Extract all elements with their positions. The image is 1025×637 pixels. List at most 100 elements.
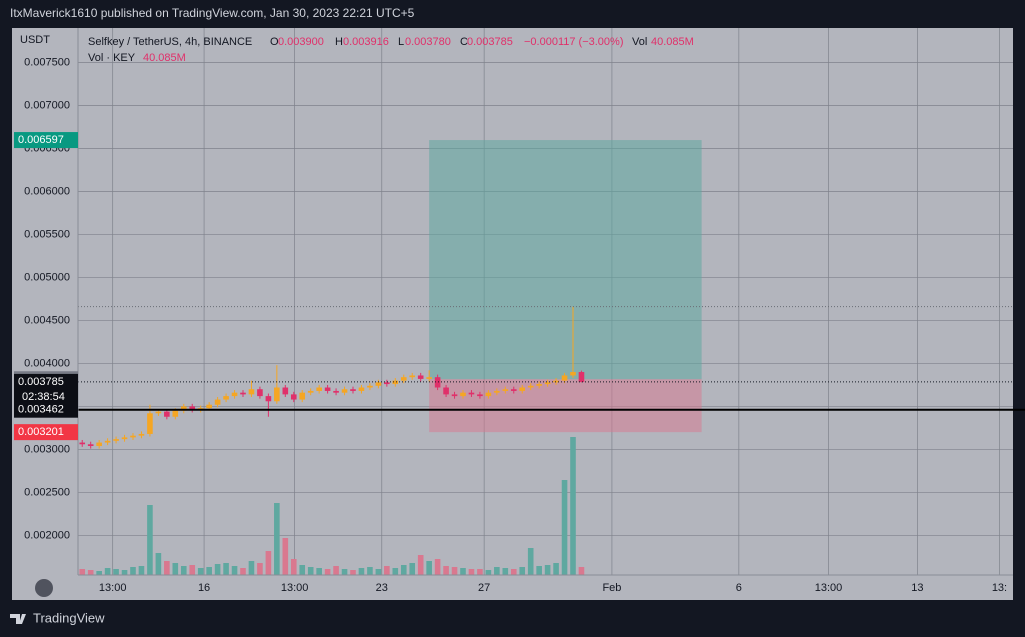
candle-body	[578, 372, 585, 382]
volume-bar	[214, 564, 221, 575]
stop-badge	[14, 424, 78, 441]
candle-body	[553, 380, 559, 383]
x-tick-label: 13:00	[99, 582, 127, 594]
legend-symbol: Selfkey / TetherUS, 4h, BINANCE	[88, 36, 252, 48]
candle-body	[527, 385, 534, 388]
volume-bar	[299, 565, 306, 575]
volume-bar	[384, 566, 390, 575]
currency: USDT	[20, 34, 50, 46]
volume-bar	[561, 480, 568, 575]
volume-bar	[510, 569, 517, 575]
volume-bar	[502, 568, 509, 575]
candle-body	[104, 440, 111, 443]
volume-bar	[367, 567, 373, 575]
candle-body	[544, 382, 551, 385]
volume-bar	[121, 570, 128, 575]
candle-body	[341, 389, 348, 393]
candle-body	[307, 390, 314, 393]
candle-body	[147, 413, 153, 434]
candle-body	[333, 390, 339, 393]
volume-bar	[248, 561, 255, 575]
candle-body	[570, 372, 576, 376]
candle-body	[282, 387, 289, 395]
x-tick-label: 13:00	[281, 582, 309, 594]
candle-body	[519, 387, 526, 391]
volume-bar	[417, 555, 424, 575]
candle-body	[536, 384, 542, 386]
volume-bar	[307, 567, 314, 575]
volume-bar	[426, 561, 432, 575]
candle-body	[231, 392, 238, 397]
candle-body	[477, 394, 483, 397]
legend-value: 40.085M	[651, 36, 694, 48]
candle-body	[358, 387, 365, 391]
volume-bar	[494, 567, 500, 575]
volume-bar	[290, 559, 297, 575]
legend-value: 0.003780	[405, 36, 451, 48]
target-badge	[14, 132, 78, 149]
volume-bar	[265, 551, 272, 575]
candle-body	[206, 404, 212, 409]
candle-body	[417, 375, 424, 379]
x-tick-label: 13:00	[815, 582, 843, 594]
y-tick-label: 0.002000	[24, 529, 70, 541]
volume-bar	[197, 568, 204, 575]
x-tick-label: 23	[376, 582, 388, 594]
candle-body	[400, 377, 407, 381]
candle-body	[257, 389, 263, 397]
candle-body	[172, 410, 179, 417]
volume-legend: Vol · KEY 40.085M	[88, 52, 186, 64]
legend-key: L	[398, 36, 404, 48]
legend-key: Vol · KEY	[88, 52, 136, 64]
candle-body	[409, 375, 416, 378]
stop-badge-label: 0.003201	[18, 426, 64, 438]
candle-body	[367, 385, 373, 388]
candle-body	[375, 382, 382, 386]
target-badge-label: 0.006597	[18, 134, 64, 146]
volume-bar	[113, 569, 119, 575]
candle-body	[214, 399, 221, 405]
x-tick-label: 27	[478, 582, 490, 594]
candle-body	[155, 411, 162, 414]
candle-body	[164, 411, 170, 417]
volume-bar	[172, 563, 179, 575]
x-tick-label: Feb	[602, 582, 621, 594]
countdown: 02:38:54	[22, 391, 65, 403]
volume-bar	[544, 565, 551, 575]
volume-bar	[409, 563, 416, 575]
candle-body	[392, 380, 399, 385]
candle-body	[350, 389, 356, 391]
volume-bar	[341, 569, 348, 575]
volume-bar	[477, 569, 483, 575]
volume-bar	[104, 568, 111, 575]
y-tick-label: 0.007500	[24, 56, 70, 68]
volume-bar	[460, 568, 466, 575]
candle-body	[316, 387, 322, 391]
volume-bar	[375, 569, 382, 575]
legend-value: 0.003785	[467, 36, 513, 48]
candle-body	[274, 387, 280, 402]
x-tick-label: 6	[736, 582, 742, 594]
candle-body	[130, 435, 136, 438]
volume-bar	[147, 505, 153, 575]
volume-bar	[333, 566, 339, 575]
volume-bar	[485, 570, 492, 575]
candle-body	[443, 387, 449, 395]
candle-body	[189, 406, 196, 410]
candle-body	[248, 389, 255, 395]
volume-bar	[206, 567, 212, 575]
volume-bar	[231, 566, 238, 575]
volume-bar	[316, 568, 322, 575]
volume-bar	[578, 566, 585, 575]
volume-bar	[189, 565, 196, 575]
settings-icon[interactable]	[35, 579, 53, 597]
y-tick-label: 0.004000	[24, 357, 70, 369]
legend: Selfkey / TetherUS, 4h, BINANCE O 0.0039…	[88, 36, 694, 48]
volume-bar	[536, 566, 542, 575]
candle-body	[223, 396, 229, 400]
volume-bar	[223, 563, 229, 575]
candle-body	[113, 439, 119, 441]
volume-bar	[392, 568, 399, 575]
volume-bar	[553, 563, 559, 575]
volume-bar	[350, 570, 356, 575]
